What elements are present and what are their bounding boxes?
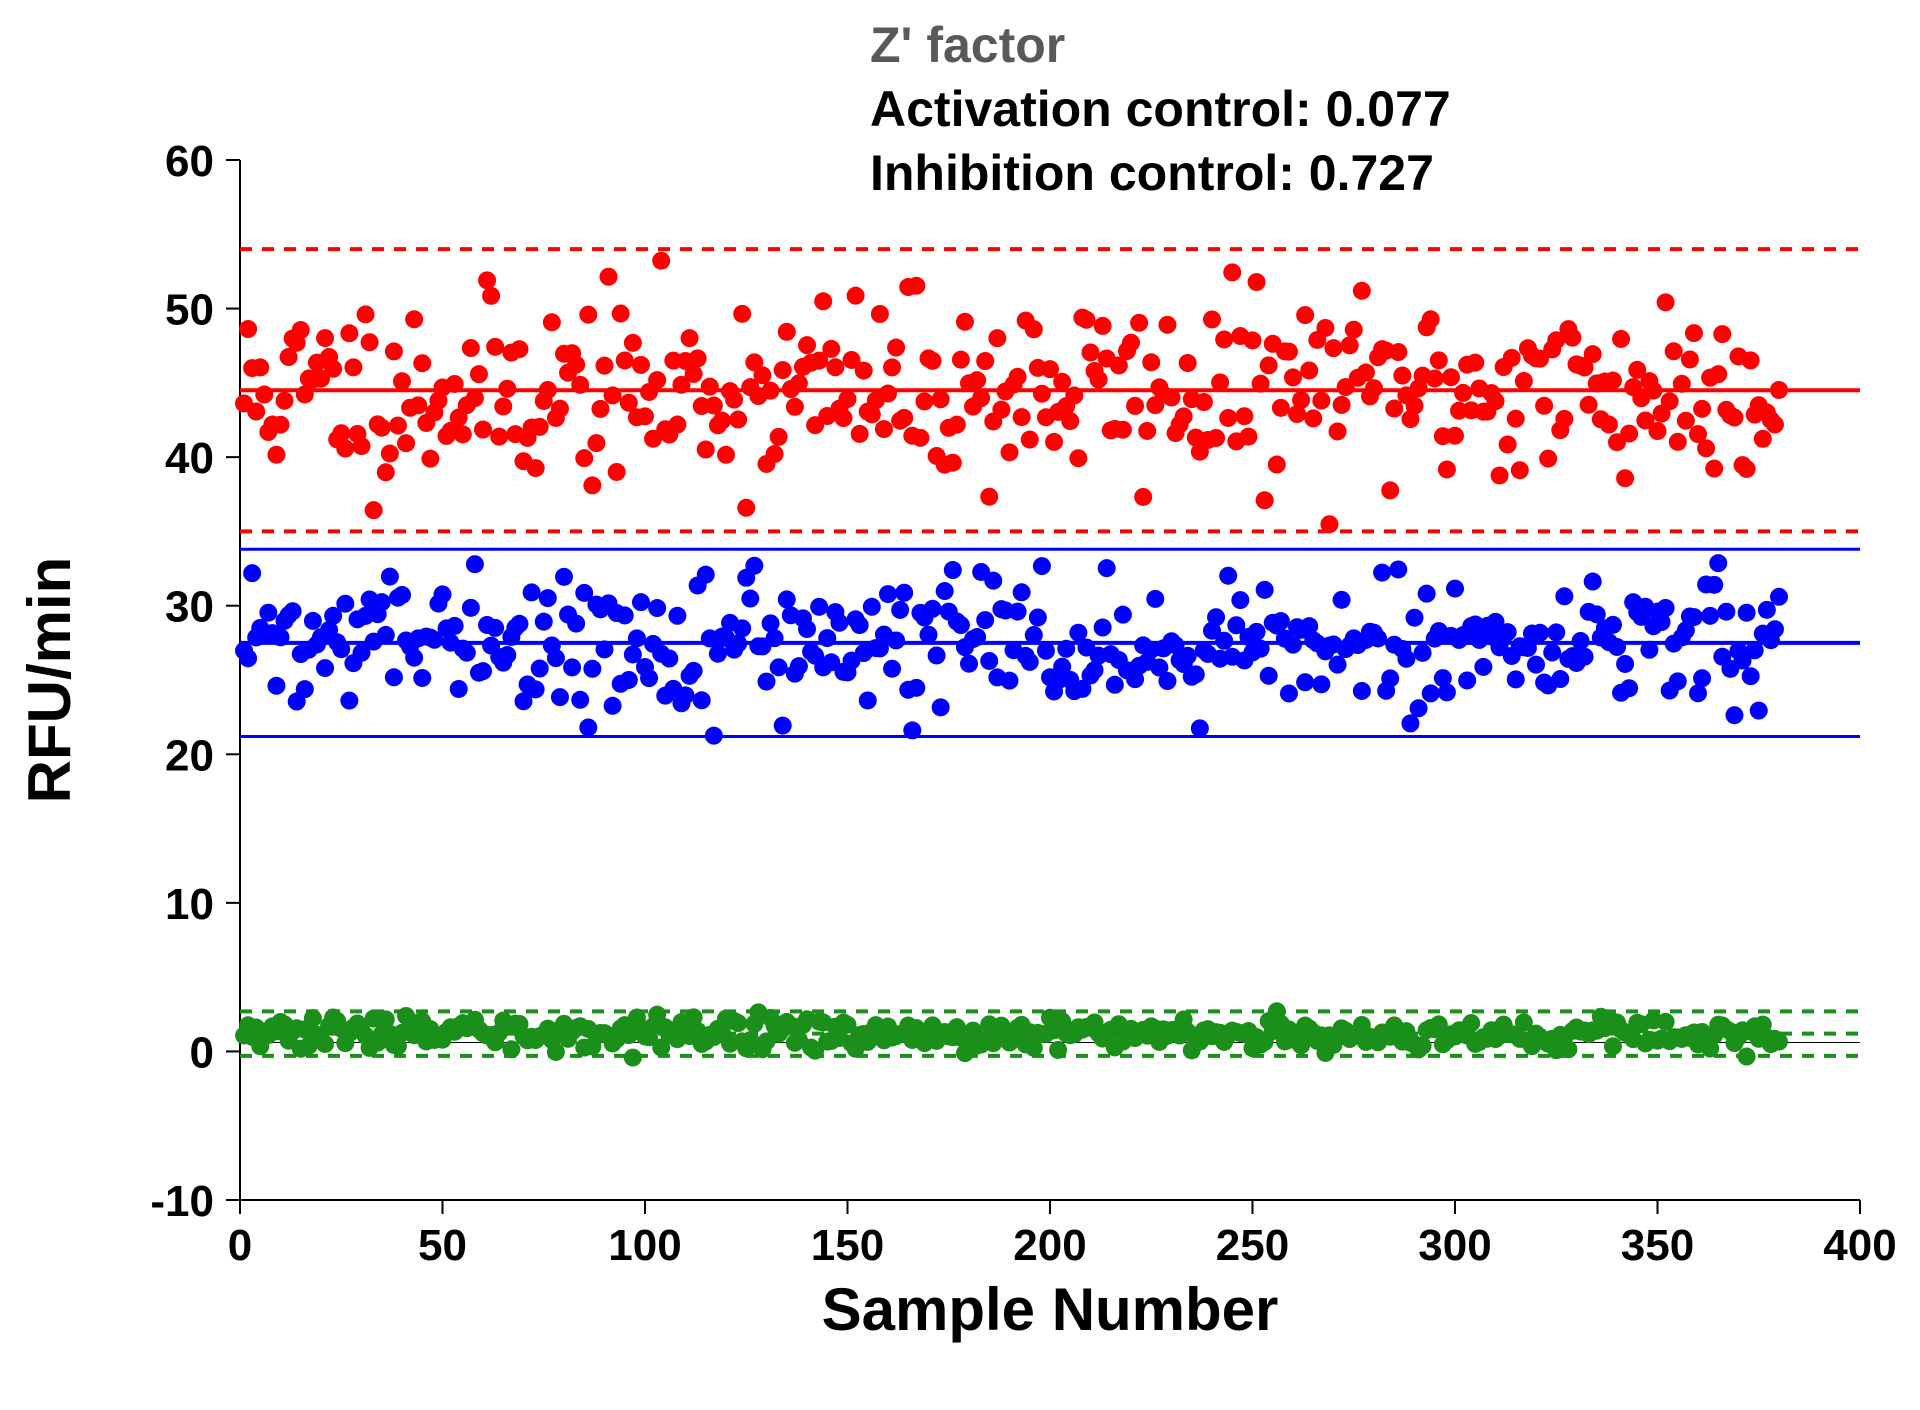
x-tick-label: 400	[1823, 1221, 1896, 1270]
red-series	[235, 252, 1788, 534]
y-tick-label: 0	[190, 1028, 214, 1077]
x-tick-label: 150	[811, 1221, 884, 1270]
y-tick-label: 30	[165, 583, 214, 632]
y-tick-label: 50	[165, 286, 214, 335]
x-axis-title: Sample Number	[822, 1276, 1279, 1343]
y-tick-label: 20	[165, 731, 214, 780]
x-tick-label: 350	[1621, 1221, 1694, 1270]
y-tick-label: 60	[165, 137, 214, 186]
y-tick-label: 40	[165, 434, 214, 483]
y-tick-label: -10	[150, 1177, 214, 1226]
x-tick-label: 100	[608, 1221, 681, 1270]
chart-svg: 0 50 100 150 200 250 300 350 400 -10 0 10 20 30 40 50 60…	[0, 0, 1920, 1410]
x-tick-label: 250	[1216, 1221, 1289, 1270]
x-tick-label: 0	[228, 1221, 252, 1270]
x-tick-label: 200	[1013, 1221, 1086, 1270]
y-axis-title: RFU/min	[16, 557, 83, 804]
annotation-line-2: Inhibition control: 0.727	[870, 145, 1434, 201]
zfactor-scatter-chart: 0 50 100 150 200 250 300 350 400 -10 0 10 20 30 40 50 60…	[0, 0, 1920, 1410]
annotation-title: Z' factor	[870, 17, 1065, 73]
blue-series	[235, 554, 1788, 745]
x-tick-label: 300	[1418, 1221, 1491, 1270]
annotation-line-1: Activation control: 0.077	[870, 81, 1451, 137]
y-tick-label: 10	[165, 880, 214, 929]
x-tick-label: 50	[418, 1221, 467, 1270]
